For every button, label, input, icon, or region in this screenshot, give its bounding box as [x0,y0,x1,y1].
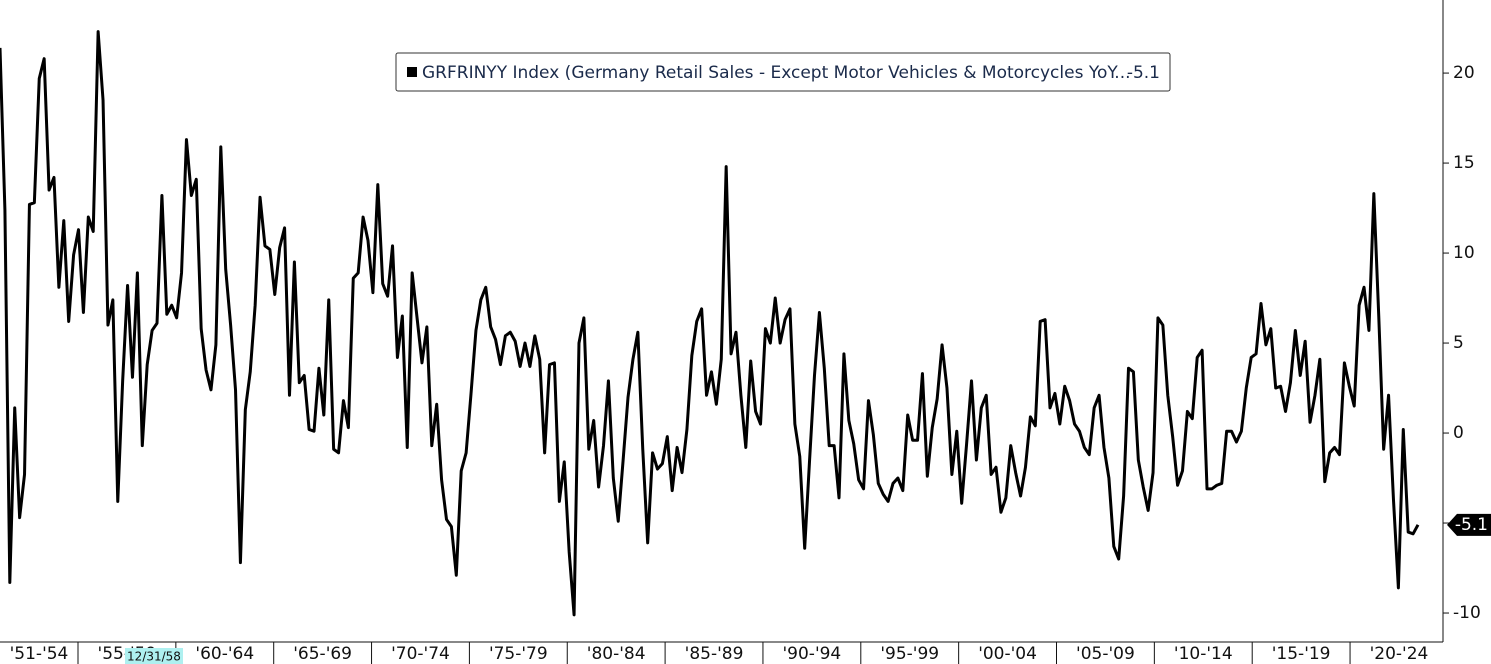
x-tick-label: '95-'99 [880,644,939,664]
y-tick-label: 20 [1453,63,1475,83]
y-tick-label: 10 [1453,243,1475,263]
x-tick-label: '70-'74 [391,644,450,664]
x-tick-label: '20-'24 [1370,644,1429,664]
y-tick-label: 0 [1453,423,1464,443]
y-tick-label: -10 [1453,603,1481,623]
annotation: 12/31/58 [125,648,183,664]
legend-label: GRFRINYY Index (Germany Retail Sales - E… [422,63,1131,83]
y-tick-label: 15 [1453,153,1475,173]
x-tick-label: '60-'64 [195,644,254,664]
last-value-tag [1447,513,1491,536]
annotation-box [125,648,183,664]
legend: GRFRINYY Index (Germany Retail Sales - E… [395,52,1171,92]
legend-box [395,52,1171,92]
legend-swatch [407,67,417,77]
x-tick-label: '10-'14 [1174,644,1233,664]
x-tick-label: '75-'79 [489,644,548,664]
last-value-label: -5.1 [1455,515,1488,535]
legend-value: -5.1 [1127,63,1160,83]
annotation-text: 12/31/58 [127,650,181,664]
x-tick-label: '15-'19 [1272,644,1331,664]
x-tick-label: '05-'09 [1076,644,1135,664]
data-line [0,30,1420,617]
x-tick-label: '65-'69 [293,644,352,664]
x-tick-label: '90-'94 [783,644,842,664]
y-tick-label: 5 [1453,333,1464,353]
x-tick-label: '85-'89 [685,644,744,664]
x-tick-label: '51-'54 [10,644,69,664]
x-tick-label: '80-'84 [587,644,646,664]
x-tick-label: '00-'04 [978,644,1037,664]
